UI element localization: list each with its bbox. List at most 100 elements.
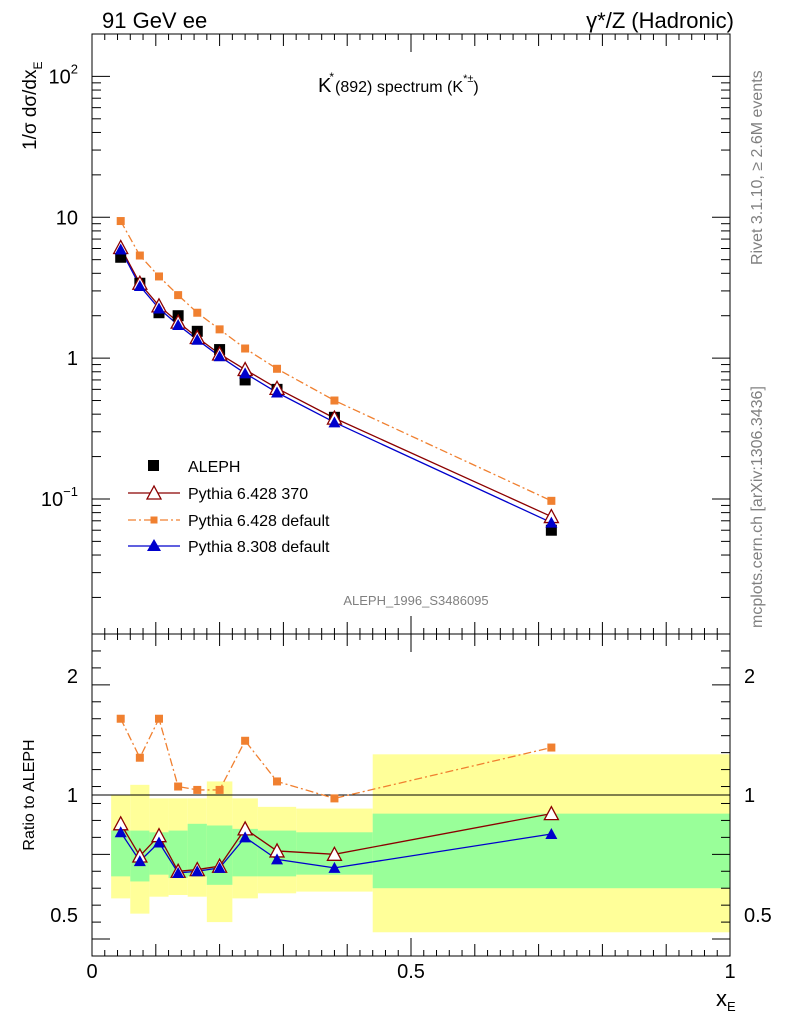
legend-label-aleph: ALEPH bbox=[188, 459, 240, 476]
xtick-1: 1 bbox=[724, 961, 735, 983]
point-py6-default bbox=[135, 753, 144, 762]
upper-y-axis-label: 1/σ dσ/dxE bbox=[20, 61, 45, 150]
point-py8-default bbox=[152, 836, 165, 848]
point-py6-default bbox=[547, 496, 556, 505]
rivet-label: Rivet 3.1.10, ≥ 2.6M events bbox=[749, 70, 766, 265]
point-py8-default bbox=[133, 855, 146, 867]
upper-panel: 102 10 1 10−1 K*(892) spectrum (K*±) 1/σ dσ… bbox=[20, 33, 731, 635]
plot-title: K*(892) spectrum (K*±) bbox=[318, 70, 479, 97]
upper-axis-ticks bbox=[91, 33, 731, 634]
upper-series-group bbox=[112, 217, 560, 536]
upper-y-tick-labels: 102 10 1 10−1 bbox=[41, 61, 78, 511]
point-py8-default bbox=[328, 861, 341, 873]
point-py6-default bbox=[154, 272, 163, 281]
upper-ytick-label: 10−1 bbox=[41, 484, 78, 511]
point-py6-default bbox=[193, 308, 202, 317]
ratio-bands bbox=[111, 754, 730, 933]
point-aleph bbox=[115, 251, 127, 263]
ratio-y-axis-label: Ratio to ALEPH bbox=[21, 739, 38, 850]
upper-ytick-label-exp: −1 bbox=[63, 484, 78, 499]
legend-marker-py8-default bbox=[147, 539, 161, 551]
legend: ALEPH Pythia 6.428 370 Pythia 6.428 defa… bbox=[128, 459, 330, 556]
point-py6-default bbox=[116, 217, 125, 226]
lower-axis-ticks bbox=[91, 634, 731, 956]
ratio-ytick-right-2: 2 bbox=[744, 666, 755, 688]
y-label-main: 1/σ dσ/dx bbox=[20, 69, 41, 150]
header-left: 91 GeV ee bbox=[102, 8, 207, 33]
header-right: γ*/Z (Hadronic) bbox=[586, 8, 734, 33]
point-py8-default bbox=[172, 866, 185, 878]
band-inner bbox=[372, 813, 730, 889]
point-py6-default bbox=[135, 251, 144, 260]
x-label-main: x bbox=[716, 986, 727, 1011]
point-py6-default bbox=[273, 364, 282, 373]
point-py8-default bbox=[133, 280, 146, 292]
line-pythia-6-428-370 bbox=[120, 247, 552, 518]
point-py8-default bbox=[271, 386, 284, 398]
ratio-line-pythia-8-308-default bbox=[120, 831, 552, 874]
title-rest: (892) spectrum (K bbox=[335, 79, 463, 96]
ratio-ytick-right-0.5: 0.5 bbox=[744, 905, 772, 927]
point-py6-370 bbox=[326, 845, 343, 861]
lower-series-group bbox=[112, 714, 560, 878]
point-py6-default bbox=[154, 714, 163, 723]
header-right-suffix: (Hadronic) bbox=[631, 8, 734, 33]
header-right-prefix: γ*/Z bbox=[586, 8, 625, 33]
point-py6-default bbox=[116, 714, 125, 723]
point-py8-default bbox=[239, 367, 252, 379]
ratio-ytick-left-1: 1 bbox=[67, 785, 78, 807]
point-py6-default bbox=[547, 743, 556, 752]
ratio-line-pythia-6-428-default bbox=[120, 716, 552, 800]
band-inner bbox=[187, 823, 207, 877]
point-py8-default bbox=[328, 416, 341, 428]
point-py8-default bbox=[213, 861, 226, 873]
legend-label-py8-default: Pythia 8.308 default bbox=[188, 539, 330, 556]
point-py8-default bbox=[213, 350, 226, 362]
point-py8-default bbox=[545, 827, 558, 839]
ratio-ytick-right-1: 1 bbox=[744, 785, 755, 807]
band-inner bbox=[111, 830, 131, 877]
analysis-label: ALEPH_1996_S3486095 bbox=[343, 593, 488, 608]
point-py8-default bbox=[152, 302, 165, 314]
upper-ytick-label: 10 bbox=[56, 207, 78, 229]
xtick-0: 0 bbox=[86, 961, 97, 983]
legend-marker-aleph bbox=[148, 460, 159, 471]
point-py6-default bbox=[273, 777, 282, 786]
point-py8-default bbox=[172, 318, 185, 330]
lower-panel: 0.5 1 2 0.5 1 2 0 0.5 1 Ratio to ALEPH x… bbox=[21, 633, 772, 1014]
point-py6-default bbox=[330, 794, 339, 803]
title-main: K bbox=[318, 75, 332, 97]
title-sup2: *± bbox=[463, 73, 473, 85]
point-py6-default bbox=[241, 344, 250, 353]
legend-label-py6-default: Pythia 6.428 default bbox=[188, 513, 330, 530]
point-py8-default bbox=[271, 853, 284, 865]
ratio-line-pythia-6-428-370 bbox=[120, 813, 552, 872]
upper-ytick-label: 102 bbox=[49, 61, 78, 88]
point-py8-default bbox=[191, 865, 204, 877]
point-aleph bbox=[545, 524, 557, 536]
y-label-sub: E bbox=[31, 61, 45, 69]
legend-marker-py6-default bbox=[150, 516, 158, 524]
upper-ytick-label-exp: 2 bbox=[71, 61, 78, 76]
legend-marker-py6-370 bbox=[145, 484, 163, 500]
ratio-ytick-left-2: 2 bbox=[67, 666, 78, 688]
ratio-ytick-left-0.5: 0.5 bbox=[50, 905, 78, 927]
point-py8-default bbox=[114, 826, 127, 838]
line-pythia-8-308-default bbox=[120, 249, 552, 524]
xtick-0.5: 0.5 bbox=[397, 961, 425, 983]
x-label-sub: E bbox=[727, 999, 736, 1014]
point-py6-default bbox=[174, 291, 183, 300]
point-py6-default bbox=[241, 736, 250, 745]
title-sup: * bbox=[329, 70, 334, 84]
point-py6-370 bbox=[543, 805, 560, 821]
mcplots-label: mcplots.cern.ch [arXiv:1306.3436] bbox=[749, 386, 766, 628]
line-pythia-6-428-default bbox=[120, 220, 552, 502]
point-py8-default bbox=[239, 831, 252, 843]
band-inner bbox=[149, 832, 169, 875]
point-py6-default bbox=[330, 396, 339, 405]
legend-label-py6-370: Pythia 6.428 370 bbox=[188, 486, 308, 503]
upper-ytick-label: 1 bbox=[67, 348, 78, 370]
band-inner bbox=[206, 825, 233, 885]
point-py8-default bbox=[191, 333, 204, 345]
